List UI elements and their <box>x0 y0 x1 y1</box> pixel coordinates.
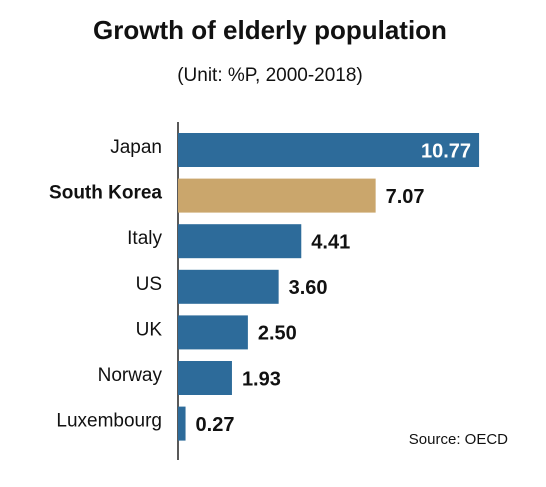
category-label: Italy <box>127 228 162 249</box>
value-label: 0.27 <box>196 414 235 436</box>
category-label: US <box>136 274 162 295</box>
category-label: Japan <box>110 137 162 158</box>
bar <box>178 178 376 213</box>
source: Source: OECD <box>409 431 508 448</box>
bar <box>178 406 186 441</box>
category-label: Luxembourg <box>56 411 162 432</box>
bar <box>178 224 302 259</box>
value-label: 10.77 <box>421 140 471 162</box>
category-label: Norway <box>98 365 163 386</box>
chart-title: Growth of elderly population <box>93 15 447 45</box>
chart-subtitle: (Unit: %P, 2000-2018) <box>177 65 363 86</box>
bar <box>178 315 248 350</box>
bar <box>178 361 232 395</box>
value-label: 7.07 <box>386 186 425 208</box>
value-label: 4.41 <box>311 231 350 253</box>
category-label: UK <box>136 319 163 340</box>
category-label: South Korea <box>49 183 162 204</box>
value-label: 1.93 <box>242 368 281 390</box>
bar <box>178 269 279 304</box>
value-label: 2.50 <box>258 323 297 345</box>
bar <box>178 133 480 167</box>
value-label: 3.60 <box>289 277 328 299</box>
